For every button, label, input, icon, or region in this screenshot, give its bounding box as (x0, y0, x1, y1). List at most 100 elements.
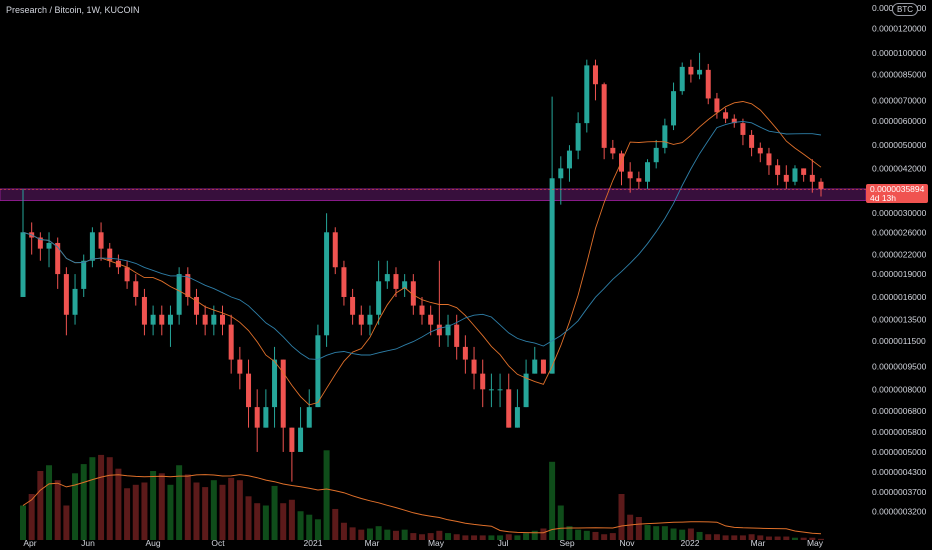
time-tick-label: 2022 (681, 538, 700, 548)
candle (619, 150, 624, 186)
candle (393, 267, 399, 297)
volume-bar (132, 484, 139, 540)
candle (159, 305, 165, 336)
candle (29, 222, 35, 255)
volume-bar (531, 530, 538, 540)
volume-bar (20, 505, 26, 540)
candle (428, 305, 434, 336)
candle (610, 139, 616, 160)
volume-bar (80, 464, 87, 540)
candle (367, 305, 373, 336)
candle (532, 346, 538, 374)
volume-bar (471, 535, 478, 540)
candle (636, 171, 642, 189)
price-tick-label: 0.0000100000 (872, 48, 927, 58)
price-tick-label: 0.0000085000 (872, 70, 927, 80)
volume-bar (323, 450, 330, 540)
price-tick-label: 0.0000003200 (872, 506, 927, 516)
volume-bar (63, 505, 70, 540)
currency-badge[interactable]: BTC (892, 3, 918, 16)
candle (705, 63, 711, 105)
volume-bar (809, 537, 816, 540)
highlight-zone (0, 188, 867, 201)
volume-bar (453, 534, 460, 540)
price-tick-label: 0.0000026000 (872, 227, 927, 237)
time-tick-label: May (428, 538, 445, 548)
volume-bar (245, 496, 252, 540)
candle (350, 288, 356, 325)
volume-ma-line (22, 474, 822, 535)
time-tick-label: Aug (145, 538, 160, 548)
time-tick-label: Oct (211, 538, 225, 548)
volume-bar (375, 526, 382, 540)
price-tick-label: 0.0000005000 (872, 447, 927, 457)
volume-bar (523, 533, 530, 540)
ma-fast-line (22, 101, 822, 406)
volume-bar (158, 473, 165, 540)
volume-bar (601, 534, 608, 540)
volume-bar (254, 503, 261, 540)
volume-bar (115, 468, 122, 540)
candle (410, 274, 416, 315)
volume-bar (818, 538, 824, 540)
candle (402, 274, 408, 297)
price-tick-label: 0.0000006800 (872, 406, 927, 416)
volume-bar (575, 529, 582, 540)
volume-bar (202, 487, 209, 540)
candle (306, 389, 312, 428)
price-axis: 0.00001400000.00001200000.00001000000.00… (872, 3, 927, 516)
candle (246, 359, 252, 428)
candle (384, 260, 390, 289)
volume-bar (384, 529, 391, 540)
volume-bar (687, 528, 694, 540)
volume-bar (479, 535, 486, 540)
candle (332, 227, 338, 275)
candle (601, 82, 607, 160)
volume-bar (176, 465, 183, 540)
candle (298, 407, 304, 452)
current-price-value: 0.0000035894 (870, 184, 925, 194)
candle (592, 59, 598, 101)
volume-bar (488, 535, 495, 540)
candle (766, 147, 772, 175)
candle (558, 156, 564, 205)
candle (723, 108, 729, 124)
volume-bar (609, 533, 616, 540)
price-tick-label: 0.0000070000 (872, 95, 927, 105)
candle (20, 188, 26, 297)
candle (141, 288, 147, 336)
volume-bar (37, 471, 44, 540)
price-tick-label: 0.0000003700 (872, 487, 927, 497)
volume-bar (358, 529, 365, 540)
candle (55, 237, 61, 289)
candle (63, 267, 69, 336)
volume-bar (28, 494, 35, 540)
candle (263, 389, 269, 428)
candle (98, 222, 104, 261)
bar-countdown: 4d 13h (870, 193, 896, 203)
candle (688, 59, 694, 83)
candle (272, 346, 278, 428)
price-tick-label: 0.0000050000 (872, 140, 927, 150)
volume-bar (731, 535, 738, 540)
current-price-label: 0.0000035894 4d 13h (866, 184, 928, 203)
candle (376, 260, 382, 325)
volume-bar (549, 461, 556, 540)
candle (818, 178, 824, 197)
volume-bar (262, 505, 269, 540)
candle (801, 168, 807, 182)
volume-bar (427, 533, 434, 540)
volume-bar (774, 536, 781, 540)
volume-bar (557, 505, 564, 540)
candle (731, 114, 737, 128)
candle (471, 346, 477, 390)
volume-bar (739, 535, 746, 540)
volume-bar (644, 525, 651, 540)
price-tick-label: 0.0000030000 (872, 208, 927, 218)
volume-bar (653, 526, 660, 540)
volume-bar (713, 534, 720, 540)
volume-bar (314, 519, 321, 540)
volume-bar (419, 534, 425, 540)
volume-bar (505, 534, 512, 540)
